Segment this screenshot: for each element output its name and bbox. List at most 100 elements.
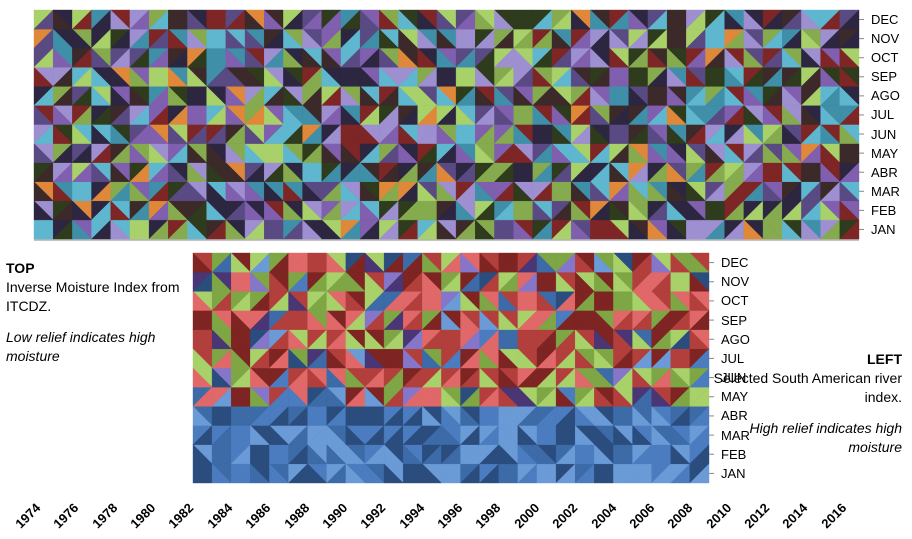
heatmap-cell: [594, 367, 614, 388]
heatmap-cell: [206, 181, 227, 202]
heatmap-cell: [91, 47, 112, 68]
heatmap-cell: [839, 124, 860, 144]
heatmap-cell: [666, 66, 687, 87]
heatmap-cell: [359, 200, 380, 221]
heatmap-cell: [594, 348, 614, 369]
heatmap-cell: [345, 405, 366, 426]
heatmap-cell: [225, 162, 246, 182]
month-label: SEP: [871, 69, 898, 85]
heatmap-cell: [326, 252, 347, 273]
heatmap-cell: [517, 290, 538, 311]
heatmap-cell: [52, 47, 73, 68]
heatmap-cell: [148, 124, 169, 144]
heatmap-cell: [283, 143, 304, 163]
heatmap-cell: [192, 290, 213, 311]
heatmap-cell: [359, 9, 380, 30]
heatmap-cell: [670, 290, 691, 311]
heatmap-cell: [551, 104, 572, 125]
heatmap-cell: [326, 425, 347, 445]
heatmap-cell: [479, 348, 500, 369]
heatmap-cell: [724, 66, 745, 87]
month-label: MAR: [871, 183, 900, 199]
heatmap-cell: [264, 66, 284, 87]
heatmap-cell: [225, 28, 246, 49]
heatmap-cell: [110, 200, 131, 221]
heatmap-cell: [187, 28, 208, 49]
month-label: OCT: [721, 293, 749, 309]
heatmap-cell: [724, 47, 745, 68]
heatmap-cell: [398, 9, 419, 30]
heatmap-cell: [403, 444, 423, 465]
heatmap-cell: [417, 85, 438, 106]
heatmap-cell: [225, 181, 246, 202]
heatmap-cell: [686, 66, 706, 87]
heatmap-cell: [187, 181, 208, 202]
heatmap-cell: [498, 425, 519, 445]
heatmap-cell: [801, 28, 822, 49]
heatmap-cell: [498, 329, 519, 350]
heatmap-cell: [651, 290, 672, 311]
heatmap-cell: [705, 143, 726, 163]
heatmap-cell: [762, 219, 783, 240]
heatmap-cell: [250, 367, 270, 388]
heatmap-cell: [244, 181, 265, 202]
heatmap-cell: [801, 9, 822, 30]
heatmap-cell: [609, 66, 630, 87]
heatmap-cell: [498, 367, 519, 388]
heatmap-cell: [52, 181, 73, 202]
heatmap-cell: [302, 104, 323, 125]
heatmap-cell: [321, 219, 342, 240]
heatmap-cell: [494, 9, 515, 30]
heatmap-cell: [345, 290, 366, 311]
heatmap-cell: [613, 405, 634, 426]
heatmap-cell: [479, 252, 500, 273]
heatmap-cell: [91, 162, 112, 182]
heatmap-cell: [613, 444, 634, 465]
heatmap-cell: [651, 386, 672, 407]
heatmap-cell: [288, 348, 309, 369]
heatmap-cell: [436, 85, 457, 106]
heatmap-cell: [168, 200, 188, 221]
heatmap-cell: [398, 47, 419, 68]
heatmap-cell: [359, 85, 380, 106]
heatmap-cell: [594, 386, 614, 407]
heatmap-cell: [743, 9, 764, 30]
heatmap-cell: [839, 85, 860, 106]
heatmap-cell: [244, 200, 265, 221]
heatmap-cell: [532, 200, 553, 221]
left-note-body: Selected South American river index.: [713, 370, 902, 405]
heatmap-cell: [820, 124, 841, 144]
heatmap-cell: [379, 9, 400, 30]
heatmap-cell: [244, 9, 265, 30]
heatmap-cell: [307, 367, 328, 388]
heatmap-cell: [441, 425, 462, 445]
heatmap-cell: [211, 271, 232, 292]
heatmap-cell: [571, 181, 591, 202]
heatmap-cell: [302, 200, 323, 221]
heatmap-cell: [340, 85, 361, 106]
heatmap-cell: [743, 85, 764, 106]
heatmap-cell: [340, 124, 361, 144]
heatmap-cell: [187, 143, 208, 163]
heatmap-cell: [187, 85, 208, 106]
heatmap-cell: [460, 405, 481, 426]
heatmap-cell: [475, 181, 495, 202]
heatmap-cell: [513, 200, 534, 221]
heatmap-cell: [211, 463, 232, 484]
heatmap-cell: [536, 271, 557, 292]
heatmap-cell: [321, 66, 342, 87]
month-label: OCT: [871, 50, 899, 66]
heatmap-cell: [192, 405, 213, 426]
heatmap-cell: [417, 47, 438, 68]
heatmap-cell: [666, 200, 687, 221]
heatmap-cell: [321, 47, 342, 68]
heatmap-cell: [283, 104, 304, 125]
heatmap-cell: [455, 66, 476, 87]
heatmap-cell: [609, 28, 630, 49]
heatmap-cell: [225, 143, 246, 163]
heatmap-cell: [670, 444, 691, 465]
heatmap-cell: [820, 200, 841, 221]
heatmap-cell: [575, 405, 595, 426]
